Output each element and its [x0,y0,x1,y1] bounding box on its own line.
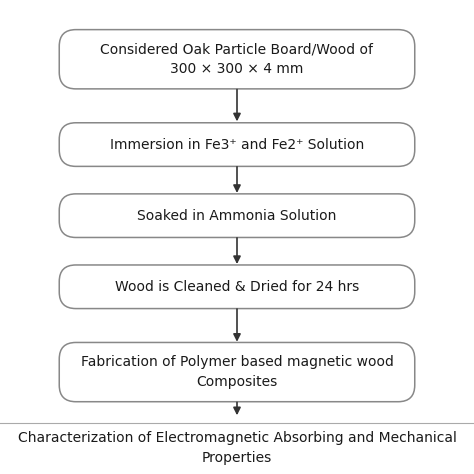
Text: Wood is Cleaned & Dried for 24 hrs: Wood is Cleaned & Dried for 24 hrs [115,280,359,294]
FancyBboxPatch shape [59,342,415,402]
FancyBboxPatch shape [59,123,415,166]
Text: Characterization of Electromagnetic Absorbing and Mechanical
Properties: Characterization of Electromagnetic Abso… [18,431,456,465]
FancyBboxPatch shape [59,30,415,89]
FancyBboxPatch shape [59,194,415,237]
FancyBboxPatch shape [59,265,415,309]
Text: Fabrication of Polymer based magnetic wood
Composites: Fabrication of Polymer based magnetic wo… [81,356,393,389]
Text: Considered Oak Particle Board/Wood of
300 × 300 × 4 mm: Considered Oak Particle Board/Wood of 30… [100,43,374,76]
Text: Immersion in Fe3⁺ and Fe2⁺ Solution: Immersion in Fe3⁺ and Fe2⁺ Solution [110,137,364,152]
Text: Soaked in Ammonia Solution: Soaked in Ammonia Solution [137,209,337,223]
